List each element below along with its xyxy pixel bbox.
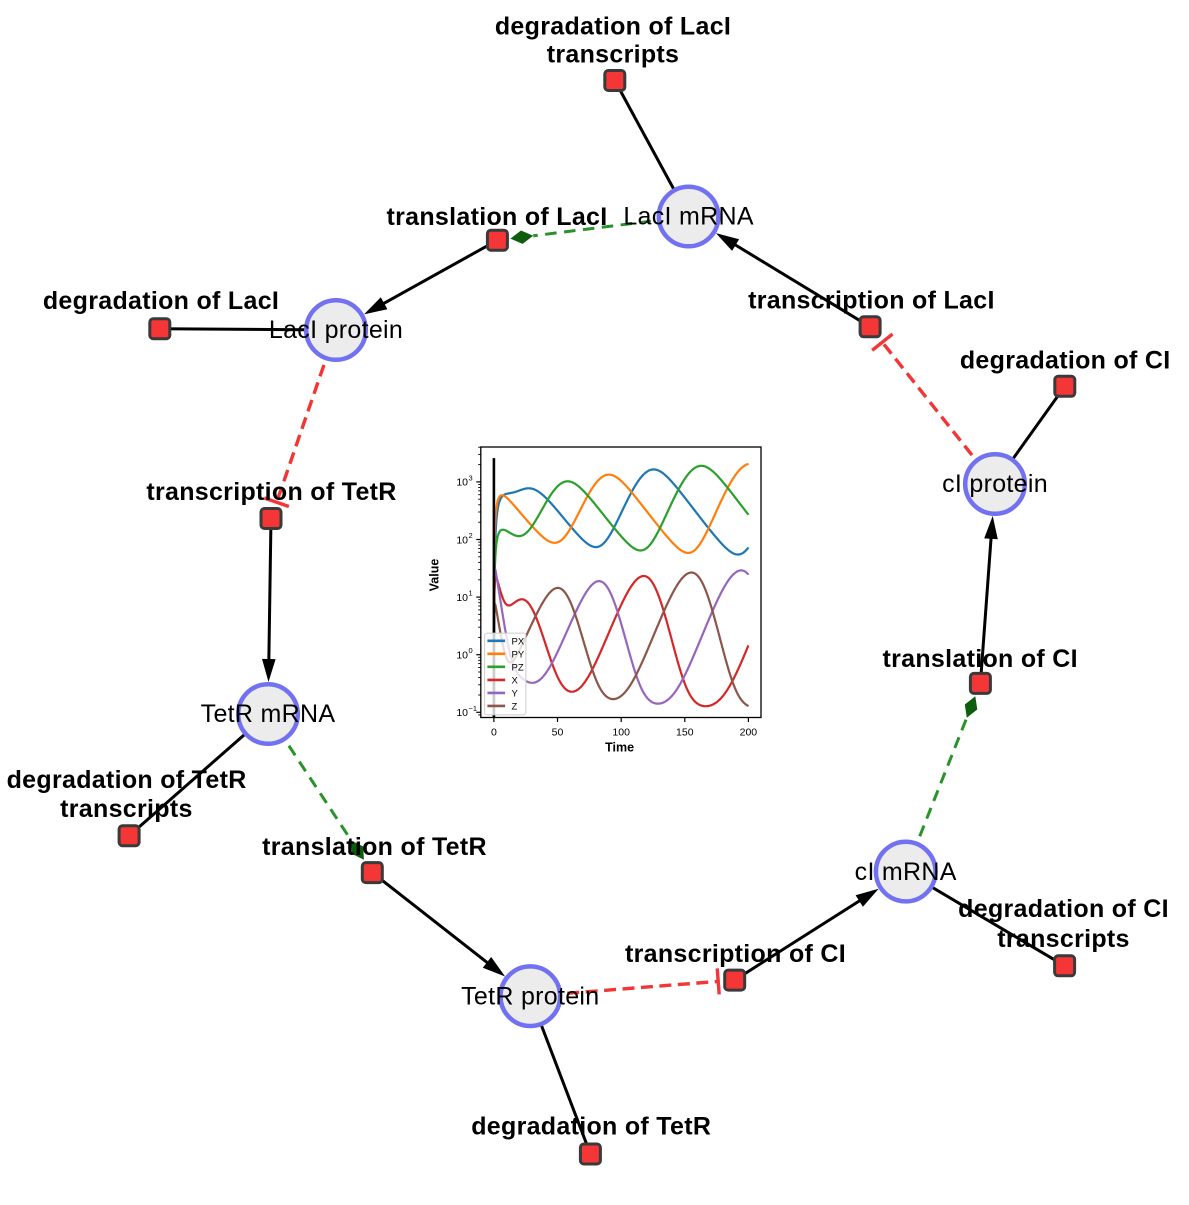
svg-text:Y: Y <box>512 689 519 700</box>
svg-text:10: 10 <box>456 477 468 489</box>
svg-text:3: 3 <box>469 473 473 482</box>
svg-text:−1: −1 <box>469 704 478 713</box>
svg-text:150: 150 <box>676 727 694 739</box>
svg-text:PY: PY <box>512 649 525 660</box>
svg-text:degradation of TetR: degradation of TetR <box>471 1113 711 1141</box>
svg-text:PZ: PZ <box>512 662 524 673</box>
svg-text:cI protein: cI protein <box>942 470 1048 498</box>
svg-text:TetR protein: TetR protein <box>461 982 599 1010</box>
svg-text:X: X <box>512 676 519 687</box>
svg-text:transcripts: transcripts <box>60 795 193 823</box>
svg-text:translation of TetR: translation of TetR <box>262 833 487 861</box>
svg-text:transcripts: transcripts <box>547 41 680 69</box>
svg-text:PX: PX <box>512 636 525 647</box>
svg-text:degradation of TetR: degradation of TetR <box>7 766 247 794</box>
svg-text:0: 0 <box>491 727 497 739</box>
svg-text:degradation of CI: degradation of CI <box>960 346 1171 374</box>
svg-text:10: 10 <box>456 650 468 662</box>
svg-text:transcription of CI: transcription of CI <box>625 940 846 968</box>
svg-text:degradation of LacI: degradation of LacI <box>495 13 731 41</box>
svg-text:degradation of CI: degradation of CI <box>958 895 1169 923</box>
svg-text:transcription of LacI: transcription of LacI <box>748 286 995 314</box>
svg-text:transcription of TetR: transcription of TetR <box>146 478 396 506</box>
svg-text:50: 50 <box>552 727 564 739</box>
svg-text:10: 10 <box>456 592 468 604</box>
svg-text:TetR mRNA: TetR mRNA <box>201 700 336 728</box>
svg-text:degradation of LacI: degradation of LacI <box>43 287 279 315</box>
svg-text:LacI protein: LacI protein <box>269 316 403 344</box>
svg-text:Time: Time <box>605 741 634 755</box>
svg-text:transcripts: transcripts <box>997 925 1130 953</box>
svg-text:200: 200 <box>740 727 758 739</box>
svg-text:10: 10 <box>456 534 468 546</box>
svg-text:Value: Value <box>428 559 442 592</box>
svg-text:2: 2 <box>469 531 473 540</box>
svg-text:1: 1 <box>469 589 473 598</box>
svg-text:translation of CI: translation of CI <box>883 645 1078 673</box>
svg-text:translation of LacI: translation of LacI <box>386 203 607 231</box>
svg-text:10: 10 <box>456 707 468 719</box>
svg-text:cI mRNA: cI mRNA <box>855 858 957 886</box>
svg-text:100: 100 <box>612 727 630 739</box>
svg-text:Z: Z <box>512 702 518 713</box>
svg-text:0: 0 <box>469 646 473 655</box>
svg-text:LacI mRNA: LacI mRNA <box>623 203 754 231</box>
